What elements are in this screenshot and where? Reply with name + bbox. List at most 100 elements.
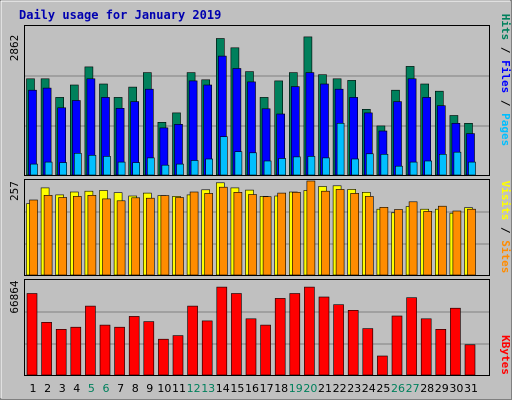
pages-bar (59, 162, 68, 176)
sites-bar (335, 189, 345, 276)
x-tick-label: 2 (44, 382, 51, 395)
files-bar (28, 89, 37, 176)
pages-bar (438, 154, 447, 176)
sites-bar (73, 196, 82, 276)
files-bar (407, 78, 417, 176)
pages-bar (351, 158, 360, 176)
sites-bar (423, 211, 433, 276)
ylabel-panel-2: Visits / Sites (499, 181, 512, 274)
pages-bar (263, 160, 272, 176)
kbytes-bar (406, 297, 417, 376)
kbytes-bar (435, 328, 447, 376)
sites-bar (87, 195, 97, 276)
kbytes-bar (85, 305, 96, 376)
kbytes-bar (289, 293, 301, 376)
pages-bar (147, 157, 155, 176)
x-tick-label: 17 (260, 382, 274, 395)
kbytes-bar (231, 293, 242, 376)
kbytes-bar (216, 286, 228, 376)
sites-bar (379, 207, 389, 276)
kbytes-bar (318, 296, 330, 376)
ylabel-kbytes: KBytes (499, 335, 512, 375)
sites-bar (43, 195, 53, 276)
sites-bar (306, 180, 316, 276)
x-tick-label: 13 (201, 382, 215, 395)
x-tick-label: 25 (376, 382, 390, 395)
pages-bar (307, 156, 316, 176)
pages-bar (249, 152, 257, 176)
x-tick-label: 15 (230, 382, 244, 395)
pages-bar (365, 153, 374, 176)
sites-bar (233, 192, 243, 276)
x-tick-label: 12 (187, 382, 201, 395)
sites-bar (262, 196, 272, 276)
sites-bar (277, 192, 287, 276)
x-tick-label: 9 (146, 382, 153, 395)
pages-bar (380, 154, 389, 176)
kbytes-bar (304, 286, 315, 376)
ylabel-hits: Hits (499, 14, 512, 41)
sites-bar (146, 197, 155, 276)
kbytes-bar (245, 318, 257, 376)
chart-title: Daily usage for January 2019 (19, 8, 221, 22)
pages-bar (336, 123, 345, 176)
x-tick-label: 7 (117, 382, 124, 395)
pages-bar (44, 161, 53, 176)
pages-bar (132, 162, 140, 176)
x-tick-label: 16 (245, 382, 259, 395)
kbytes-bar (143, 321, 155, 376)
x-tick-label: 11 (172, 382, 186, 395)
bars (26, 36, 476, 376)
x-tick-label: 8 (132, 382, 139, 395)
x-tick-label: 27 (406, 382, 420, 395)
kbytes-bar (362, 328, 374, 376)
kbytes-bar (55, 328, 67, 376)
sites-bar (452, 210, 462, 276)
ymax-label-panel-2: 257 (8, 181, 21, 201)
pages-bar (278, 158, 287, 176)
sites-bar (394, 209, 403, 276)
sites-bar (116, 200, 126, 276)
sites-bar (408, 201, 418, 276)
kbytes-bar (114, 326, 125, 376)
x-axis-labels: 1 2 3 4 5 6 7 8 9 10 11 12 13 14 15 16 17 18 19 20 21 22 23 24 2… (30, 382, 479, 395)
pages-bar (176, 163, 184, 176)
x-tick-label: 21 (318, 382, 332, 395)
x-tick-label: 23 (347, 382, 361, 395)
x-tick-label: 5 (88, 382, 95, 395)
pages-bar (468, 161, 476, 176)
pages-bar (117, 161, 126, 176)
pages-bar (409, 161, 418, 176)
sites-bar (58, 197, 68, 276)
sites-bar (204, 193, 213, 276)
pages-bar (292, 156, 301, 176)
pages-bar (74, 153, 82, 176)
ymax-label-panel-3: 66864 (8, 280, 21, 313)
x-tick-label: 10 (157, 382, 171, 395)
x-tick-label: 28 (420, 382, 434, 395)
x-tick-label: 4 (73, 382, 80, 395)
pages-bar (220, 136, 228, 176)
kbytes-bar (201, 320, 213, 376)
pages-bar (205, 158, 213, 176)
sites-bar (102, 198, 111, 276)
sites-bar (321, 190, 330, 276)
sites-bar (29, 199, 38, 276)
ylabel-panel-1: Hits / Files / Pages (499, 14, 512, 147)
sites-bar (364, 196, 374, 276)
sites-bar (350, 193, 360, 276)
kbytes-bar (172, 335, 184, 376)
kbytes-bar (41, 321, 52, 376)
pages-bar (424, 160, 433, 176)
pages-bar (322, 157, 330, 176)
kbytes-bar (187, 305, 198, 376)
kbytes-bar (420, 318, 432, 376)
kbytes-bar (99, 324, 111, 376)
sites-bar (131, 197, 140, 276)
pages-bar (190, 160, 199, 176)
x-tick-label: 19 (289, 382, 303, 395)
kbytes-bar (450, 307, 461, 376)
x-tick-label: 3 (59, 382, 66, 395)
